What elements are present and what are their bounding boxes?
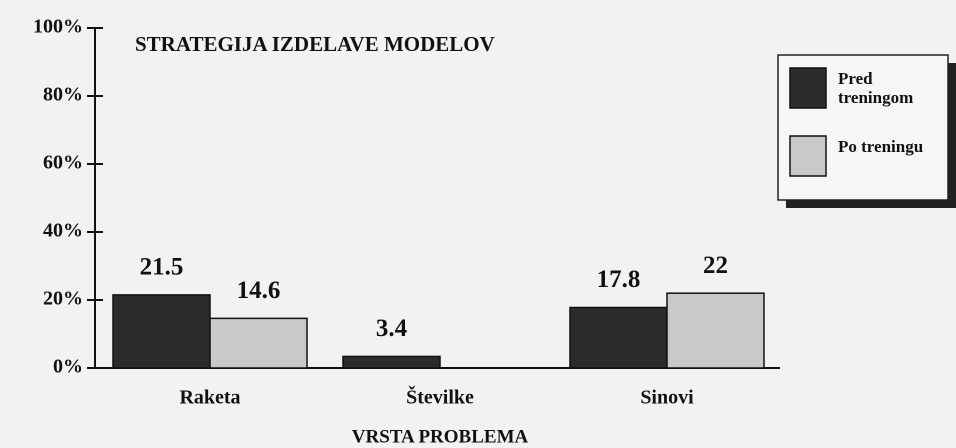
value-label: 17.8 [597, 266, 641, 293]
value-label: 22 [703, 252, 728, 279]
x-axis-label: VRSTA PROBLEMA [352, 426, 529, 447]
x-tick-label: Številke [406, 385, 474, 409]
y-tick-label: 80% [43, 84, 83, 106]
bar [569, 306, 668, 369]
bar [342, 355, 441, 369]
x-tick-label: Raketa [179, 387, 240, 409]
value-label: 3.4 [376, 315, 408, 342]
y-tick-label: 100% [33, 16, 83, 38]
value-label: 14.6 [237, 277, 281, 304]
x-tick-label: Sinovi [640, 387, 694, 409]
bar [666, 292, 765, 369]
chart-title: STRATEGIJA IZDELAVE MODELOV [135, 32, 495, 56]
y-tick-label: 0% [53, 356, 83, 378]
bar [112, 294, 211, 369]
bar [209, 317, 308, 369]
legend-label: Pred treningom [838, 69, 914, 107]
legend-label: Po treningu [838, 137, 924, 156]
y-tick-label: 60% [43, 152, 83, 174]
legend-swatch [789, 67, 827, 109]
y-tick-label: 20% [43, 288, 83, 310]
legend-swatch [789, 135, 827, 177]
y-tick-label: 40% [43, 220, 83, 242]
value-label: 21.5 [140, 254, 184, 281]
